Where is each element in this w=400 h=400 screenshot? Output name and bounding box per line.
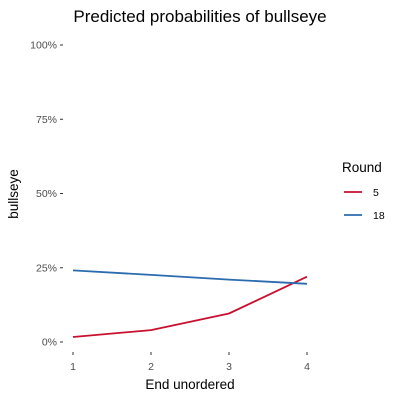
legend-label-5: 5 xyxy=(373,187,379,199)
y-tick-label: 75% xyxy=(36,114,57,126)
plot-area xyxy=(72,269,308,338)
series-line-5 xyxy=(72,275,308,338)
y-axis: 0% 25% 50% 75% 100% xyxy=(30,40,63,349)
x-tick-label: 3 xyxy=(226,361,232,373)
y-axis-title: bullseye xyxy=(6,169,21,219)
legend-label-18: 18 xyxy=(373,210,385,222)
x-axis: 1 2 3 4 xyxy=(70,352,310,373)
x-axis-title: End unordered xyxy=(145,377,234,392)
y-tick-label: 0% xyxy=(42,337,57,349)
y-tick-label: 50% xyxy=(36,188,57,200)
legend-title: Round xyxy=(342,160,382,175)
x-tick-label: 4 xyxy=(304,361,310,373)
legend: Round 5 18 xyxy=(342,160,385,222)
y-tick-label: 100% xyxy=(30,40,57,52)
x-tick-label: 1 xyxy=(70,361,76,373)
series-line-18 xyxy=(72,269,308,285)
y-tick-label: 25% xyxy=(36,262,57,274)
x-tick-label: 2 xyxy=(148,361,154,373)
chart-title: Predicted probabilities of bullseye xyxy=(73,7,326,26)
